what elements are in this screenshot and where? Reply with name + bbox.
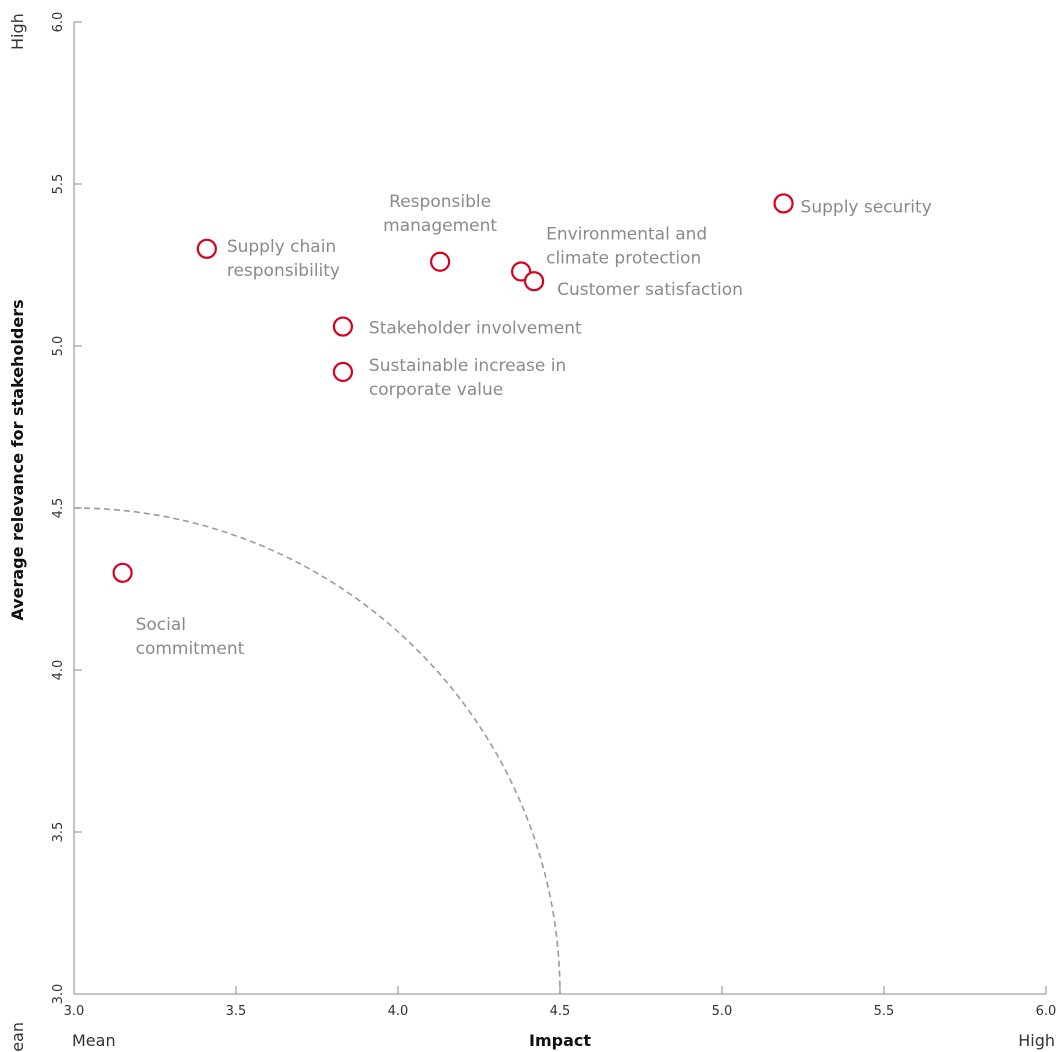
x-axis-low-label: Mean [72,1031,116,1050]
y-tick-label: 4.5 [51,498,66,519]
point-label: Supply chain [227,237,336,257]
point-label: climate protection [546,248,701,268]
point-label: Stakeholder involvement [369,319,582,339]
data-point-marker [332,316,354,337]
data-point-marker [196,238,217,259]
point-labels: Supply security Responsible management Envi… [136,192,932,659]
point-label: responsibility [227,261,340,281]
data-point-marker [430,251,451,272]
y-tick-label: 3.5 [51,822,66,843]
data-point-marker [112,562,133,583]
x-tick-label: 6.0 [1036,1004,1057,1019]
threshold-arc-path [73,507,561,995]
data-point-marker [332,361,354,383]
y-tick-label: 6.0 [51,12,66,33]
y-tick-label: 5.5 [51,174,66,195]
data-points [112,193,794,583]
x-tick-label: 5.5 [874,1004,895,1019]
y-tick-label: 5.0 [51,336,66,357]
point-label: commitment [136,639,245,659]
y-tick-label: 3.0 [51,984,66,1005]
x-axis-title: Impact [529,1031,591,1050]
y-tick-label: 4.0 [51,660,66,681]
x-tick-label: 4.0 [388,1004,409,1019]
point-label: Social [136,615,186,635]
data-point-marker [773,193,794,214]
data-point-marker [523,271,545,292]
y-axis-low-label: Mean [8,1022,27,1052]
threshold-arc [73,507,561,995]
point-label: Supply security [801,197,932,217]
y-axis-high-label: High [8,13,27,50]
y-axis-title: Average relevance for stakeholders [8,299,27,620]
x-tick-label: 3.5 [226,1004,247,1019]
x-tick-label: 5.0 [712,1004,733,1019]
point-label: management [383,216,497,236]
point-label: Sustainable increase in [369,356,566,376]
point-label: Environmental and [546,224,707,244]
x-axis-high-label: High [1018,1031,1055,1050]
axes: 3.0 3.5 4.0 4.5 5.0 5.5 6.0 3.0 3.5 4.0 4.5 5.0 5.5 6… [51,12,1056,1019]
point-label: Customer satisfaction [557,280,743,300]
point-label: Responsible [389,192,491,212]
x-tick-label: 3.0 [64,1004,85,1019]
x-tick-label: 4.5 [550,1004,571,1019]
point-label: corporate value [369,380,503,400]
